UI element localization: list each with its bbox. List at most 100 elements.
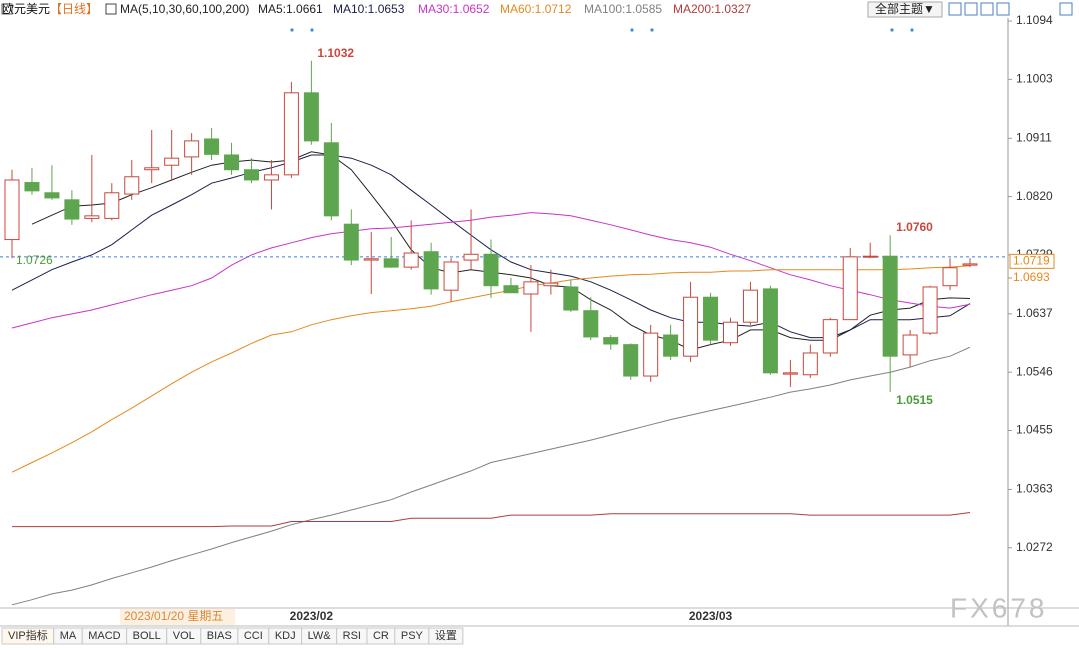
candle-body bbox=[942, 267, 958, 287]
y-tick-label: 1.1094 bbox=[1016, 13, 1053, 27]
indicator-tab[interactable]: PSY bbox=[401, 630, 424, 642]
crosshair-date: 2023/01/20 星期五 bbox=[124, 609, 223, 623]
indicator: MA(5,10,30,60,100,200) bbox=[120, 2, 249, 16]
indicator-tab[interactable]: LW& bbox=[308, 630, 332, 642]
event-dot[interactable] bbox=[910, 28, 914, 32]
candle-body bbox=[782, 372, 798, 375]
price-line-label: 1.0726 bbox=[16, 253, 53, 267]
theme-button-label[interactable]: 全部主题▼ bbox=[875, 1, 935, 16]
candle-body bbox=[323, 142, 339, 217]
candle-body bbox=[4, 179, 20, 241]
ma-line bbox=[12, 512, 971, 528]
candle-body bbox=[184, 140, 200, 158]
y-tick-label: 1.0911 bbox=[1016, 130, 1052, 144]
candle-body bbox=[124, 176, 140, 195]
extreme-label: 1.1032 bbox=[317, 46, 354, 60]
candle-body bbox=[663, 334, 679, 357]
ma-line bbox=[31, 151, 971, 351]
indicator-tab[interactable]: KDJ bbox=[275, 630, 296, 642]
y-tick-label: 1.0272 bbox=[1016, 540, 1053, 554]
instrument: 欧元美元 bbox=[2, 2, 50, 16]
candle-body bbox=[363, 258, 379, 261]
candle-body bbox=[64, 199, 80, 220]
candle-body bbox=[902, 334, 918, 356]
legend-entry[interactable]: MA100:1.0585 bbox=[584, 2, 662, 16]
event-dot[interactable] bbox=[290, 28, 294, 32]
y-tick-label: 1.0455 bbox=[1016, 423, 1053, 437]
price-tag: 1.0719 bbox=[1013, 254, 1050, 268]
candle-body bbox=[44, 192, 60, 199]
candle-body bbox=[643, 332, 659, 377]
candle-body bbox=[723, 321, 738, 344]
indicator-tab[interactable]: 设置 bbox=[435, 629, 457, 642]
legend-entry[interactable]: MA200:1.0327 bbox=[673, 2, 751, 16]
candle-body bbox=[802, 352, 818, 376]
candle-body bbox=[164, 157, 180, 166]
candle-body bbox=[703, 296, 719, 341]
indicator-tab[interactable]: VIP指标 bbox=[8, 628, 48, 642]
price-tag: 1.0693 bbox=[1013, 270, 1050, 284]
candle-body bbox=[144, 167, 160, 171]
y-tick-label: 1.0363 bbox=[1016, 482, 1053, 496]
candle-body bbox=[403, 252, 419, 268]
indicator-tab[interactable]: RSI bbox=[343, 630, 361, 642]
candle-body bbox=[862, 255, 878, 258]
candle-body bbox=[383, 258, 399, 268]
indicator-tab[interactable]: BIAS bbox=[207, 630, 232, 642]
candle-body bbox=[244, 169, 259, 181]
theme-button[interactable] bbox=[867, 1, 943, 18]
indicator-tab[interactable]: MA bbox=[60, 630, 77, 642]
ma-line bbox=[11, 346, 971, 606]
x-tick-label: 2023/02 bbox=[290, 609, 334, 623]
legend-entry[interactable]: MA10:1.0653 bbox=[333, 2, 405, 16]
candle-body bbox=[583, 310, 599, 338]
candle-body bbox=[842, 256, 858, 321]
legend-entry[interactable]: MA30:1.0652 bbox=[418, 2, 490, 16]
extreme-label: 1.0515 bbox=[896, 393, 933, 407]
icon-button[interactable] bbox=[948, 2, 962, 16]
crosshair-date-box bbox=[120, 609, 235, 625]
event-dot[interactable] bbox=[890, 28, 894, 32]
icon-button[interactable] bbox=[980, 2, 994, 16]
candle-body bbox=[263, 174, 279, 181]
indicator-tab[interactable]: VOL bbox=[173, 630, 195, 642]
icon-button[interactable] bbox=[964, 2, 978, 16]
y-tick-label: 1.0820 bbox=[1016, 189, 1053, 203]
candle-body bbox=[303, 92, 319, 142]
icon-button[interactable] bbox=[1059, 2, 1073, 16]
y-tick-label: 1.0637 bbox=[1016, 306, 1053, 320]
event-dot[interactable] bbox=[310, 28, 314, 32]
price-tag-box bbox=[1009, 253, 1055, 269]
watermark: FX678 bbox=[950, 592, 1048, 623]
indicator-tab[interactable]: CR bbox=[373, 630, 389, 642]
candle-body bbox=[623, 344, 639, 377]
indicator-tab[interactable]: BOLL bbox=[133, 630, 161, 642]
y-tick-label: 1.0546 bbox=[1016, 364, 1053, 378]
event-dot[interactable] bbox=[650, 28, 654, 32]
legend-entry[interactable]: MA60:1.0712 bbox=[500, 2, 572, 16]
candle-body bbox=[822, 319, 838, 354]
candle-body bbox=[882, 255, 898, 357]
candle-body bbox=[762, 288, 778, 374]
candle-body bbox=[683, 296, 699, 357]
candle-body bbox=[204, 138, 220, 155]
indicator-tab[interactable]: MACD bbox=[88, 630, 120, 642]
x-tick-label: 2023/03 bbox=[689, 609, 733, 623]
candle-body bbox=[84, 215, 100, 219]
indicator-tab-box[interactable] bbox=[428, 627, 464, 645]
legend-entry[interactable]: MA5:1.0661 bbox=[258, 2, 323, 16]
icon bbox=[1, 3, 13, 15]
candle-body bbox=[24, 182, 40, 192]
candle-body bbox=[563, 286, 579, 311]
candle-body bbox=[503, 285, 519, 294]
indicator-tab[interactable]: CCI bbox=[244, 630, 263, 642]
candle-body bbox=[463, 253, 479, 261]
candle-body bbox=[104, 192, 120, 219]
icon-button[interactable] bbox=[996, 2, 1010, 16]
candle-body bbox=[483, 253, 499, 287]
candle-body bbox=[283, 92, 299, 176]
extreme-label: 1.0760 bbox=[896, 220, 933, 234]
event-dot[interactable] bbox=[630, 28, 634, 32]
